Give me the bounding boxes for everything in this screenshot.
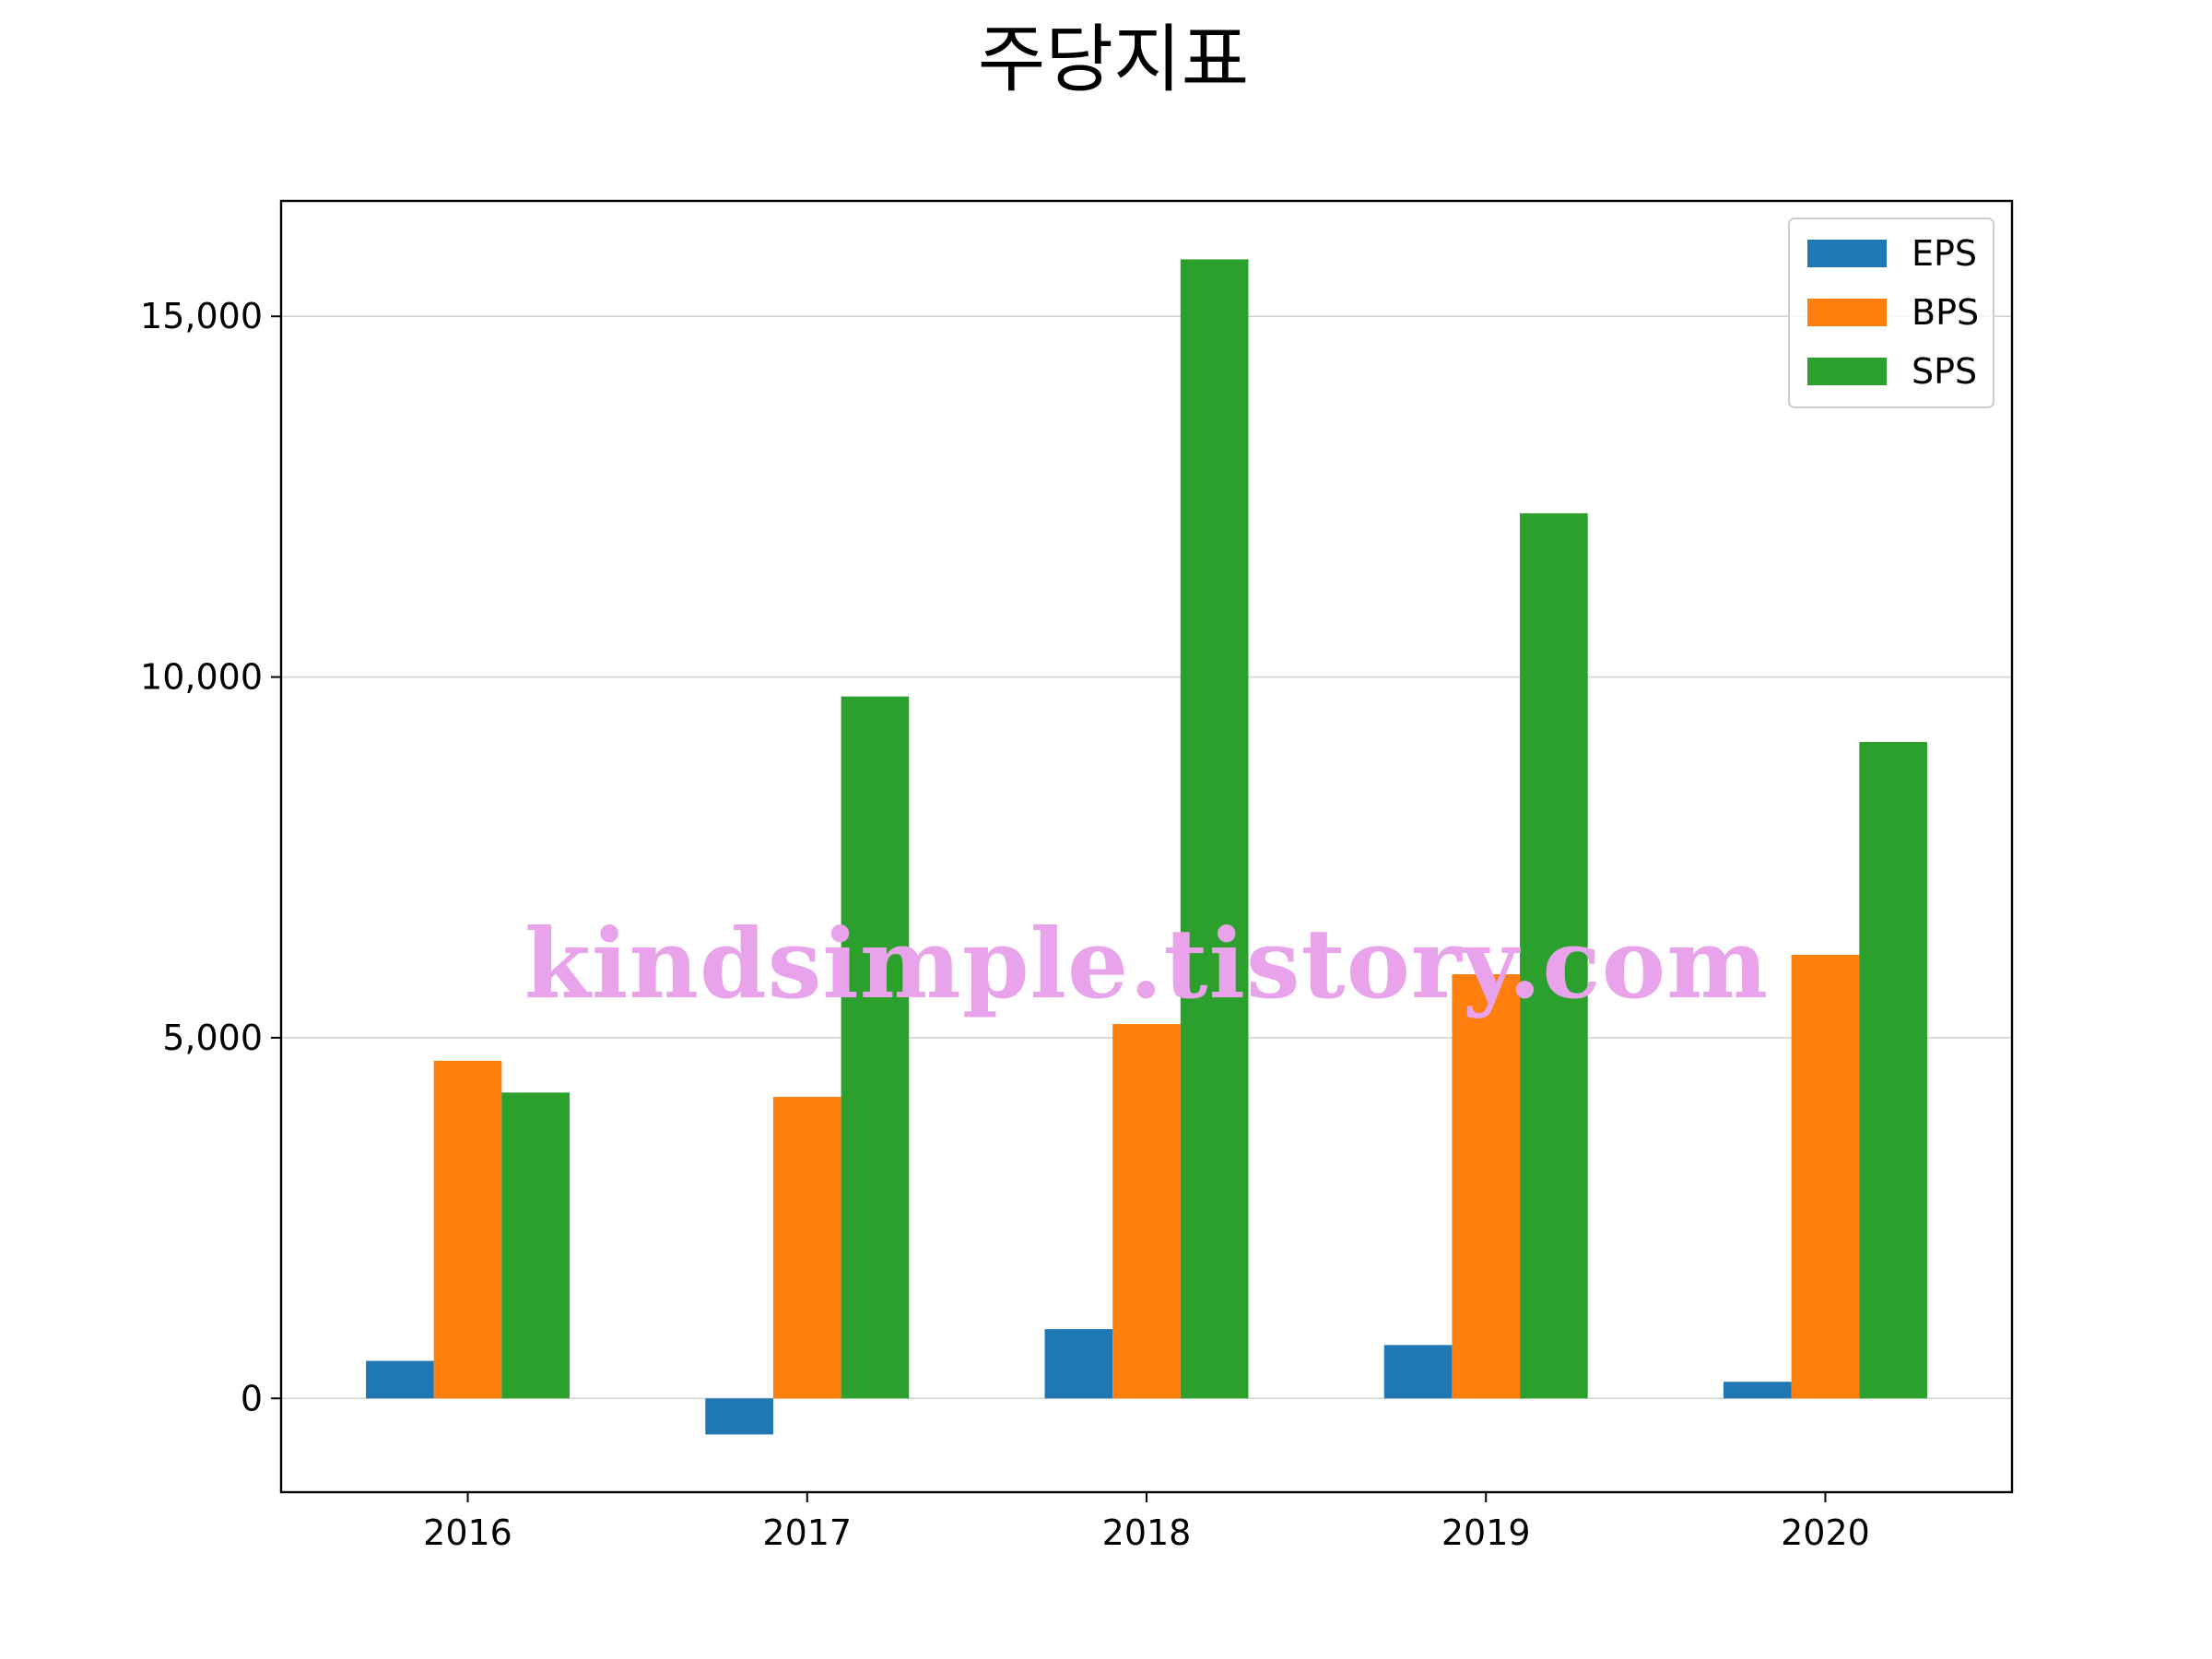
x-tick-label: 2017 — [762, 1512, 852, 1553]
legend-label-bps: BPS — [1912, 292, 1979, 333]
y-tick-label: 15,000 — [140, 296, 263, 336]
legend-swatch-sps — [1807, 358, 1887, 385]
y-tick-label: 5,000 — [162, 1018, 263, 1058]
bar-eps-2018 — [1044, 1329, 1113, 1399]
x-tick-label: 2018 — [1102, 1512, 1192, 1553]
bar-eps-2020 — [1724, 1382, 1792, 1399]
watermark-text: kindsimple.tistory.com — [524, 907, 1769, 1020]
bar-bps-2019 — [1452, 974, 1521, 1399]
bar-eps-2019 — [1383, 1345, 1453, 1399]
legend-swatch-bps — [1807, 299, 1887, 326]
legend-label-eps: EPS — [1912, 233, 1977, 274]
x-tick-label: 2020 — [1781, 1512, 1870, 1553]
plot-frame — [279, 199, 2014, 1494]
legend-swatch-eps — [1807, 240, 1887, 267]
bar-bps-2020 — [1791, 954, 1860, 1399]
bar-bps-2016 — [433, 1060, 502, 1399]
x-tick-label: 2016 — [423, 1512, 512, 1553]
bar-sps-2016 — [501, 1092, 570, 1399]
bar-eps-2017 — [705, 1398, 773, 1435]
y-tick-label: 0 — [241, 1378, 263, 1418]
legend: EPS BPS SPS — [1788, 218, 1994, 408]
bar-eps-2016 — [366, 1360, 434, 1399]
bar-bps-2017 — [772, 1097, 841, 1399]
bar-sps-2020 — [1859, 742, 1927, 1399]
y-tick-label: 10,000 — [140, 657, 263, 698]
bars — [366, 259, 1927, 1435]
bar-sps-2018 — [1180, 259, 1249, 1399]
bar-bps-2018 — [1112, 1024, 1181, 1399]
bar-sps-2019 — [1520, 512, 1588, 1399]
chart-title: 주당지표 — [978, 17, 1249, 102]
legend-label-sps: SPS — [1912, 351, 1977, 392]
bar-sps-2017 — [841, 696, 910, 1399]
axes: 0 5,000 10,000 15,000 2016 2017 2018 2019 2020 — [140, 199, 2014, 1553]
x-tick-label: 2019 — [1441, 1512, 1531, 1553]
